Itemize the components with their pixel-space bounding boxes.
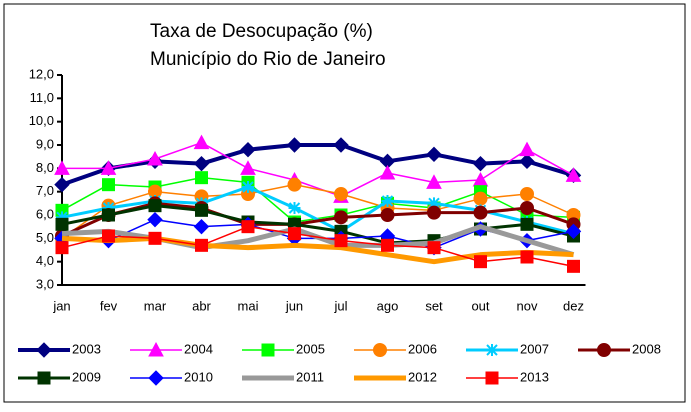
legend-label: 2013 — [520, 369, 549, 384]
legend-label: 2006 — [408, 341, 437, 356]
x-tick-label: ago — [377, 298, 399, 313]
marker — [474, 192, 487, 205]
marker — [428, 242, 440, 254]
marker — [56, 242, 68, 254]
marker — [149, 232, 161, 244]
y-tick-label: 6,0 — [36, 206, 54, 221]
marker — [486, 344, 498, 356]
y-tick-label: 11,0 — [30, 90, 54, 105]
marker — [521, 251, 533, 263]
y-tick-label: 4,0 — [36, 253, 54, 268]
legend-label: 2012 — [408, 369, 437, 384]
marker — [335, 211, 348, 224]
x-tick-label: jul — [333, 298, 347, 313]
marker — [289, 202, 301, 214]
x-tick-label: mai — [238, 298, 259, 313]
marker — [521, 202, 534, 215]
marker — [242, 221, 254, 233]
legend-label: 2003 — [72, 341, 101, 356]
x-tick-label: set — [425, 298, 443, 313]
y-tick-label: 9,0 — [36, 136, 54, 151]
legend-label: 2005 — [296, 341, 325, 356]
legend-label: 2004 — [184, 341, 213, 356]
x-tick-label: jan — [52, 298, 70, 313]
marker — [196, 239, 208, 251]
x-tick-label: jun — [285, 298, 303, 313]
marker — [521, 218, 533, 230]
marker — [289, 228, 301, 240]
marker — [475, 256, 487, 268]
marker — [382, 195, 394, 207]
marker — [335, 235, 347, 247]
legend-label: 2008 — [632, 341, 661, 356]
marker — [335, 188, 348, 201]
marker — [103, 209, 115, 221]
marker — [103, 230, 115, 242]
marker — [474, 206, 487, 219]
marker — [428, 206, 441, 219]
marker — [486, 372, 498, 384]
legend-label: 2011 — [296, 369, 324, 384]
y-tick-label: 10,0 — [29, 113, 54, 128]
y-tick-label: 8,0 — [36, 160, 54, 175]
marker — [598, 344, 611, 357]
marker — [568, 260, 580, 272]
marker — [56, 218, 68, 230]
legend-label: 2010 — [184, 369, 213, 384]
x-tick-label: abr — [192, 298, 211, 313]
y-tick-label: 3,0 — [36, 276, 54, 291]
legend-label: 2007 — [520, 341, 549, 356]
marker — [103, 179, 115, 191]
marker — [242, 181, 254, 193]
x-tick-label: nov — [517, 298, 538, 313]
y-tick-label: 5,0 — [36, 230, 54, 245]
x-tick-label: out — [471, 298, 489, 313]
y-tick-label: 12,0 — [29, 66, 54, 81]
marker — [149, 200, 161, 212]
marker — [521, 188, 534, 201]
marker — [196, 204, 208, 216]
x-tick-label: fev — [100, 298, 118, 313]
marker — [196, 172, 208, 184]
chart-title: Taxa de Desocupação (%) — [150, 21, 373, 42]
x-tick-label: mar — [144, 298, 167, 313]
marker — [381, 209, 394, 222]
y-tick-label: 7,0 — [36, 183, 54, 198]
legend-label: 2009 — [72, 369, 101, 384]
marker — [374, 344, 387, 357]
marker — [382, 239, 394, 251]
chart-subtitle: Município do Rio de Janeiro — [150, 49, 386, 70]
marker — [262, 344, 274, 356]
marker — [38, 372, 50, 384]
marker — [288, 178, 301, 191]
x-tick-label: dez — [563, 298, 584, 313]
